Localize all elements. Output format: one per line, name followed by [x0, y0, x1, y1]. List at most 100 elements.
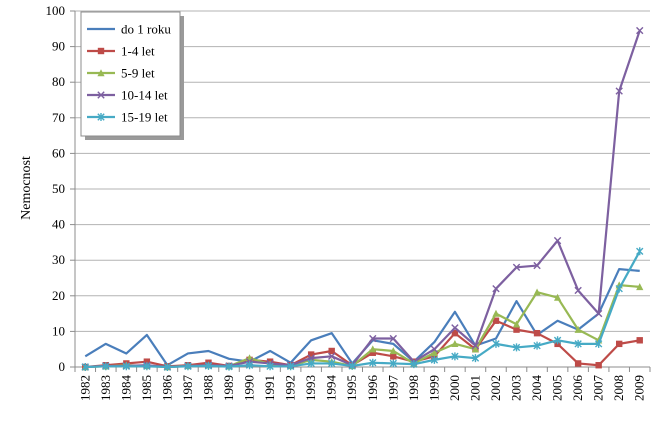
x-tick-label: 1991: [262, 375, 277, 401]
x-tick-label: 1988: [200, 375, 215, 401]
data-point: [307, 351, 315, 358]
data-point: [492, 339, 500, 348]
data-point: [471, 354, 480, 363]
data-point: [97, 91, 105, 99]
data-point: [451, 352, 459, 361]
data-point: [122, 362, 131, 371]
data-point: [81, 363, 89, 371]
data-point: [369, 345, 377, 353]
legend-label: 5-9 let: [121, 66, 155, 81]
data-point: [533, 341, 541, 350]
data-point: [369, 358, 377, 367]
legend-item: 1-4 let: [87, 44, 155, 59]
data-point: [492, 317, 500, 324]
data-point: [451, 340, 459, 348]
x-tick-label: 1986: [159, 375, 174, 402]
data-point: [553, 236, 562, 245]
y-tick-label: 30: [52, 252, 65, 267]
x-tick-label: 1998: [406, 375, 421, 401]
x-tick-label: 2002: [488, 375, 503, 401]
legend-item: 15-19 let: [87, 110, 168, 125]
data-point: [184, 362, 192, 371]
data-point: [492, 309, 500, 317]
data-point: [553, 293, 562, 301]
data-point: [574, 360, 582, 367]
data-point: [533, 288, 541, 296]
y-tick-label: 50: [52, 181, 65, 196]
data-point: [307, 354, 315, 362]
x-tick-label: 1985: [139, 375, 154, 401]
data-point: [574, 325, 582, 333]
legend-label: 10-14 let: [121, 88, 168, 103]
data-point: [389, 334, 397, 343]
data-point: [430, 348, 438, 356]
data-point: [143, 362, 151, 371]
x-tick-label: 1987: [180, 375, 195, 402]
x-tick-label: 1989: [221, 375, 236, 401]
data-point: [594, 339, 603, 348]
x-tick-label: 2005: [550, 375, 565, 401]
data-point: [451, 324, 459, 332]
data-point: [245, 361, 254, 370]
data-point: [163, 363, 172, 371]
data-point: [328, 352, 336, 361]
legend-item: 10-14 let: [87, 88, 168, 103]
data-point: [97, 47, 105, 55]
y-tick-label: 70: [52, 110, 65, 125]
legend: do 1 roku 1-4 let 5-9 let 10-14 let 15-19 le…: [80, 11, 184, 140]
x-tick-label: 2003: [509, 375, 524, 401]
data-point: [328, 359, 336, 368]
x-tick-label: 1999: [426, 375, 441, 401]
data-point: [369, 349, 376, 356]
x-tick-labels: 1982 1983 1984 1985 1986 1987 1988 1989 1990 1991…: [77, 375, 646, 402]
data-point: [266, 362, 274, 371]
y-tick-label: 20: [52, 288, 65, 303]
data-point: [553, 336, 562, 345]
y-tick-label: 10: [52, 323, 65, 338]
data-point: [636, 26, 644, 35]
data-point: [328, 347, 335, 355]
data-point: [102, 362, 110, 371]
y-tick-label: 100: [46, 3, 66, 18]
x-tick-label: 2009: [632, 375, 647, 401]
series-lines: [81, 26, 644, 371]
y-tick-label: 40: [52, 217, 65, 232]
x-tick-label: 1993: [303, 375, 318, 401]
x-tick-label: 2008: [611, 375, 626, 401]
data-point: [512, 263, 521, 272]
data-point: [492, 284, 500, 293]
data-point: [595, 362, 602, 369]
x-tick-label: 1997: [385, 375, 400, 402]
y-tick-labels: 0 10 20 30 40 50 60 70 80 90 100: [46, 3, 66, 374]
data-point: [533, 261, 541, 270]
data-point: [533, 329, 541, 337]
x-tick-label: 1990: [242, 375, 257, 401]
x-tick-label: 2007: [591, 375, 606, 402]
legend-label: 1-4 let: [121, 44, 155, 59]
x-tick-label: 2001: [467, 375, 482, 401]
data-point: [389, 359, 397, 368]
data-point: [615, 284, 623, 293]
y-axis-label: Nemocnost: [19, 156, 34, 220]
x-tick-label: 2000: [447, 375, 462, 401]
data-point: [97, 69, 105, 77]
data-point: [369, 334, 377, 343]
x-tick-label: 1995: [344, 375, 359, 401]
data-point: [97, 113, 105, 121]
x-tick-label: 1982: [77, 375, 92, 401]
x-tick-label: 1983: [98, 375, 113, 401]
data-point: [615, 87, 623, 95]
data-point: [512, 320, 521, 328]
data-point: [513, 326, 520, 333]
y-tick-label: 80: [52, 74, 65, 89]
data-point: [636, 337, 643, 344]
data-point: [451, 329, 459, 337]
data-point: [615, 340, 623, 348]
legend-label: 15-19 let: [121, 110, 168, 125]
x-tick-label: 1984: [118, 375, 133, 402]
x-tick-label: 1996: [365, 375, 380, 402]
data-point: [286, 362, 295, 371]
data-point: [574, 339, 582, 348]
